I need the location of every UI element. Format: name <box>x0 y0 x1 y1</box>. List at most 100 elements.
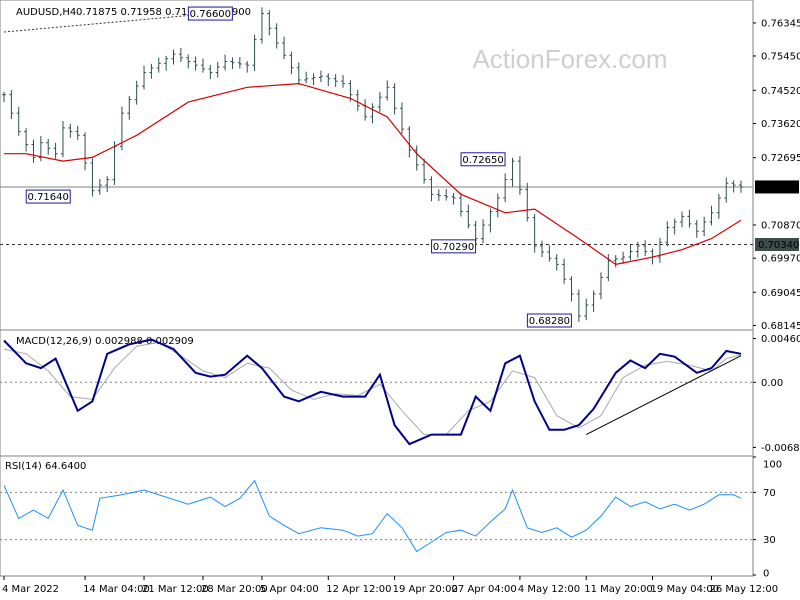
price-tick-label: 0.69045 <box>761 288 800 299</box>
ohlc-bar <box>621 251 626 264</box>
ohlc-bar <box>731 180 736 193</box>
ohlc-bar <box>60 120 65 158</box>
ohlc-bar <box>554 254 559 271</box>
ohlc-bar <box>90 158 95 197</box>
ohlc-bar <box>259 7 264 44</box>
ohlc-bar <box>399 102 404 134</box>
ohlc-bar <box>517 156 522 195</box>
svg-text:0.71640: 0.71640 <box>28 192 69 203</box>
price-annotation: 0.68280 <box>526 313 572 328</box>
ohlc-bar <box>83 132 88 171</box>
macd-tick-label: -0.006853 <box>761 443 800 454</box>
svg-text:0.76600: 0.76600 <box>190 9 231 20</box>
ohlc-bar <box>267 10 272 36</box>
rsi-panel: RSI(14) 64.6400 <box>0 455 754 577</box>
ohlc-bar <box>377 91 382 112</box>
macd-tick-label: 0.00 <box>761 378 783 389</box>
ohlc-bar <box>304 71 309 84</box>
ohlc-readout: 0.71875 0.71958 0.71846 0.71900 <box>76 7 251 18</box>
ohlc-bar <box>105 176 110 193</box>
macd-axis: 0.004608 0.00 -0.006853 <box>753 334 800 454</box>
ohlc-bar <box>237 56 242 69</box>
ohlc-bar <box>613 255 618 268</box>
time-tick-label: 14 Mar 04:00 <box>83 584 150 595</box>
ohlc-bar <box>245 61 250 73</box>
macd-main-line <box>3 338 742 446</box>
price-annotation: 0.76600 <box>187 6 233 21</box>
rsi-title: RSI(14) 64.6400 <box>5 461 86 472</box>
ohlc-bar <box>282 36 287 60</box>
ohlc-bar <box>31 139 36 163</box>
ohlc-bar <box>436 189 441 201</box>
ohlc-bar <box>370 103 375 124</box>
price-panel-frame <box>0 0 754 331</box>
ohlc-bar <box>215 61 220 78</box>
ohlc-bar <box>481 219 486 244</box>
price-annotation: 0.70290 <box>431 239 477 254</box>
ohlc-bar <box>289 51 294 75</box>
rsi-tick-label: 70 <box>763 488 776 499</box>
time-tick-label: 27 Apr 04:00 <box>452 584 517 595</box>
ohlc-bar <box>326 73 331 87</box>
ohlc-bar <box>392 83 397 115</box>
price-tick-label: 0.75450 <box>761 51 800 62</box>
ohlc-bar <box>186 54 191 69</box>
ohlc-bar <box>540 240 545 258</box>
ohlc-bar <box>171 49 176 65</box>
time-tick-label: 21 Mar 12:00 <box>142 584 209 595</box>
watermark: ActionForex.com <box>472 44 667 74</box>
ohlc-bar <box>142 65 147 90</box>
time-tick-label: 11 May 20:00 <box>584 584 653 595</box>
ohlc-bar <box>702 216 707 237</box>
ohlc-bar <box>643 240 648 257</box>
ohlc-bar <box>680 211 685 228</box>
price-tick-label: 0.68145 <box>761 321 800 332</box>
price-tick-label: 0.69970 <box>761 254 800 265</box>
ohlc-bar <box>274 23 279 49</box>
time-tick-label: 19 Apr 20:00 <box>393 584 458 595</box>
ohlc-bar <box>488 208 493 233</box>
ohlc-bar <box>164 55 169 71</box>
current-price-badge: 0.71900 <box>755 180 799 194</box>
sma-line <box>4 82 742 266</box>
price-annotation: 0.72650 <box>460 152 506 167</box>
support-level-badge: 0.70340 <box>755 238 799 252</box>
resistance-trendline <box>3 13 211 33</box>
ohlc-bar <box>134 80 139 105</box>
price-tick-label: 0.70870 <box>761 220 800 231</box>
rsi-levels <box>0 491 753 541</box>
price-panel: AUDUSD,H4 0.71875 0.71958 0.71846 0.7190… <box>0 0 754 331</box>
ohlc-bar <box>341 75 346 88</box>
macd-tick-label: 0.004608 <box>761 334 800 345</box>
ohlc-bar <box>598 272 603 300</box>
ohlc-bar <box>687 209 692 228</box>
ohlc-bar <box>525 182 530 222</box>
rsi-line <box>3 479 742 553</box>
ohlc-bar <box>694 220 699 238</box>
ohlc-bar <box>333 74 338 87</box>
ohlc-bar <box>739 180 743 193</box>
ohlc-bar <box>24 128 29 152</box>
macd-trendline <box>586 355 742 436</box>
ohlc-bar <box>75 125 80 140</box>
time-tick-label: 12 Apr 12:00 <box>326 584 391 595</box>
symbol-label: AUDUSD,H4 <box>16 7 76 18</box>
ohlc-bar <box>311 73 316 85</box>
price-bars <box>2 7 743 322</box>
time-tick-label: 28 Mar 20:00 <box>201 584 268 595</box>
ohlc-bar <box>178 47 183 62</box>
price-annotations: 0.76600 0.71640 0.72650 0.70290 0.68280 <box>25 6 572 328</box>
ohlc-bar <box>709 205 714 226</box>
price-tick-label: 0.76345 <box>761 18 800 29</box>
ohlc-bar <box>576 289 581 322</box>
time-tick-label: 26 May 12:00 <box>710 584 779 595</box>
price-tick-label: 0.74520 <box>761 86 800 97</box>
macd-panel: MACD(12,26,9) 0.002988 0.002909 <box>0 329 754 457</box>
time-tick-label: 19 May 04:00 <box>651 584 720 595</box>
ohlc-bar <box>46 138 51 155</box>
ohlc-bar <box>9 90 14 119</box>
ohlc-bar <box>193 56 198 71</box>
svg-text:0.70340: 0.70340 <box>758 240 799 251</box>
